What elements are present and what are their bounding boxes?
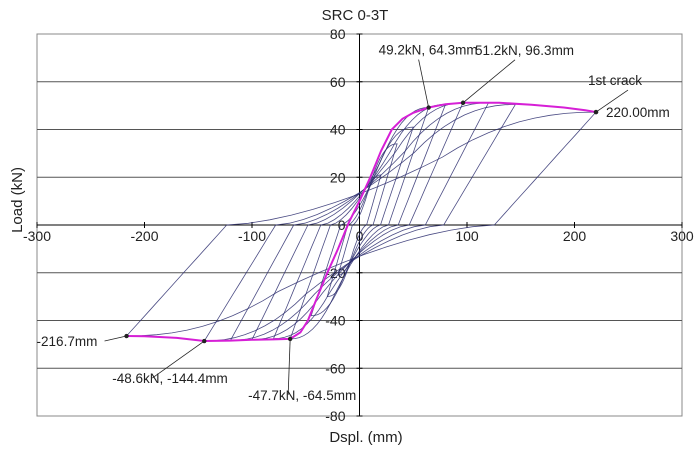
annotation-leader xyxy=(287,338,291,395)
hysteresis-loop xyxy=(251,102,464,341)
annotation-marker xyxy=(426,105,431,110)
annotation-label: -48.6kN, -144.4mm xyxy=(112,371,228,386)
annotation-marker xyxy=(202,338,207,344)
x-tick-label: 300 xyxy=(670,228,694,244)
x-tick-label: 100 xyxy=(455,228,479,244)
y-tick-label: -60 xyxy=(325,360,345,376)
annotation-label: 51.2kN, 96.3mm xyxy=(475,43,574,58)
annotation-label: 1st crack xyxy=(588,73,642,88)
y-tick-label: -40 xyxy=(325,313,345,329)
annotation-leader xyxy=(462,59,516,104)
y-tick-label: 20 xyxy=(330,169,346,185)
annotation-label: -47.7kN, -64.5mm xyxy=(248,388,356,403)
envelope-curve xyxy=(126,101,597,343)
annotation-leader xyxy=(595,89,629,113)
annotation-label: 220.00mm xyxy=(606,105,670,120)
x-tick-label: -300 xyxy=(23,228,51,244)
x-axis-label: Dspl. (mm) xyxy=(329,429,402,446)
annotation-label: 49.2kN, 64.3mm xyxy=(379,43,478,58)
y-tick-label: 40 xyxy=(330,122,346,138)
y-axis-label: Load (kN) xyxy=(9,167,26,233)
hysteresis-loops xyxy=(125,102,597,342)
y-tick-label: 80 xyxy=(330,26,346,42)
x-tick-label: -100 xyxy=(238,228,266,244)
annotation-marker xyxy=(287,336,293,342)
hysteresis-loop xyxy=(310,126,414,317)
y-tick-label: -80 xyxy=(325,408,345,424)
chart-title: SRC 0-3T xyxy=(322,7,389,24)
annotation-marker xyxy=(124,333,129,339)
annotation-marker xyxy=(593,109,599,115)
annotation-leader xyxy=(418,59,430,108)
axis-layer: -300 -200 -100 0 100 200 300-80-60-40-20020406… xyxy=(23,26,694,424)
annotation-marker xyxy=(460,100,466,105)
y-tick-label: 60 xyxy=(330,74,346,90)
envelope-layer xyxy=(126,101,597,343)
hysteresis-loop xyxy=(125,111,597,337)
annotation-leader xyxy=(104,335,127,342)
annotation-label: -216.7mm xyxy=(37,334,98,349)
y-tick-label: 0 xyxy=(338,217,346,233)
x-tick-label: 200 xyxy=(563,228,587,244)
x-tick-label: -200 xyxy=(130,228,158,244)
annotation-leader xyxy=(152,340,205,379)
x-tick-label: 0 xyxy=(356,228,364,244)
